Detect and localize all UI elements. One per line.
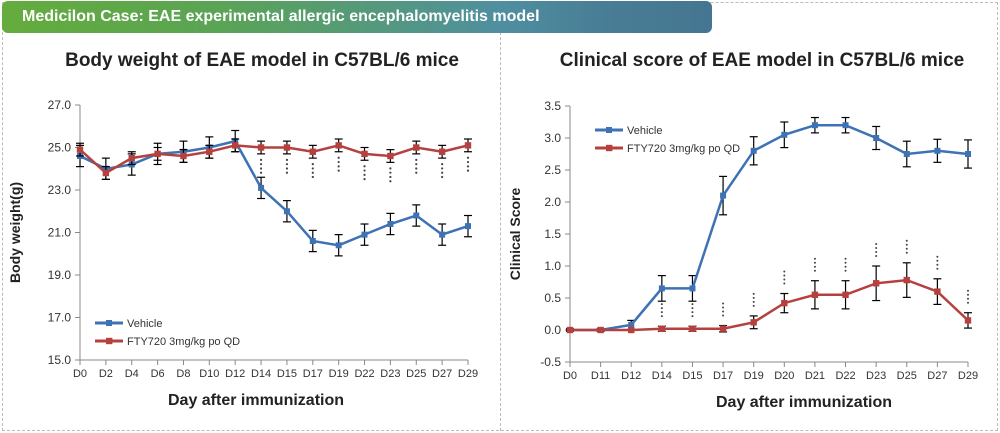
svg-text:2.0: 2.0 [544, 195, 561, 209]
svg-text:D2: D2 [99, 368, 113, 380]
svg-text:D23: D23 [866, 370, 886, 382]
svg-text:27.0: 27.0 [48, 98, 72, 112]
svg-text:1.5: 1.5 [544, 227, 561, 241]
svg-text:19.0: 19.0 [48, 268, 72, 282]
svg-text:D23: D23 [380, 368, 400, 380]
svg-text:Day after immunization: Day after immunization [716, 394, 892, 411]
svg-text:D25: D25 [897, 370, 917, 382]
svg-text:2.5: 2.5 [544, 163, 561, 177]
svg-text:D0: D0 [73, 368, 87, 380]
svg-text:D4: D4 [125, 368, 139, 380]
svg-text:21.0: 21.0 [48, 226, 72, 240]
svg-text:D15: D15 [682, 370, 702, 382]
svg-text:D22: D22 [354, 368, 374, 380]
svg-text:0.5: 0.5 [544, 291, 561, 305]
svg-text:D0: D0 [563, 370, 577, 382]
svg-text:3.5: 3.5 [544, 99, 561, 113]
svg-text:D17: D17 [303, 368, 323, 380]
svg-text:D14: D14 [652, 370, 672, 382]
svg-text:D19: D19 [744, 370, 764, 382]
svg-text:D21: D21 [805, 370, 825, 382]
svg-text:23.0: 23.0 [48, 183, 72, 197]
svg-text:Body weight(g): Body weight(g) [7, 182, 23, 283]
svg-text:0.0: 0.0 [544, 323, 561, 337]
svg-text:D27: D27 [432, 368, 452, 380]
svg-text:D15: D15 [277, 368, 297, 380]
svg-text:D6: D6 [151, 368, 165, 380]
svg-text:Vehicle: Vehicle [127, 318, 162, 330]
svg-text:25.0: 25.0 [48, 141, 72, 155]
svg-text:D19: D19 [329, 368, 349, 380]
svg-text:D8: D8 [176, 368, 190, 380]
svg-text:3.0: 3.0 [544, 131, 561, 145]
svg-text:Day after immunization: Day after immunization [168, 392, 344, 409]
svg-text:D22: D22 [835, 370, 855, 382]
svg-text:Vehicle: Vehicle [627, 125, 662, 137]
svg-text:1.0: 1.0 [544, 259, 561, 273]
svg-text:FTY720 3mg/kg po QD: FTY720 3mg/kg po QD [127, 336, 240, 348]
svg-text:D10: D10 [199, 368, 219, 380]
svg-text:17.0: 17.0 [48, 311, 72, 325]
svg-text:D12: D12 [621, 370, 641, 382]
svg-text:D17: D17 [713, 370, 733, 382]
svg-text:D14: D14 [251, 368, 271, 380]
svg-text:D29: D29 [958, 370, 978, 382]
svg-text:D25: D25 [406, 368, 426, 380]
svg-text:FTY720 3mg/kg po QD: FTY720 3mg/kg po QD [627, 143, 740, 155]
svg-text:D11: D11 [591, 370, 610, 382]
svg-text:D20: D20 [774, 370, 794, 382]
svg-text:-0.5: -0.5 [540, 355, 561, 369]
svg-text:Clinical Score: Clinical Score [507, 187, 523, 280]
svg-text:D12: D12 [225, 368, 245, 380]
svg-text:D27: D27 [927, 370, 947, 382]
svg-text:15.0: 15.0 [48, 353, 72, 367]
svg-text:D29: D29 [458, 368, 478, 380]
